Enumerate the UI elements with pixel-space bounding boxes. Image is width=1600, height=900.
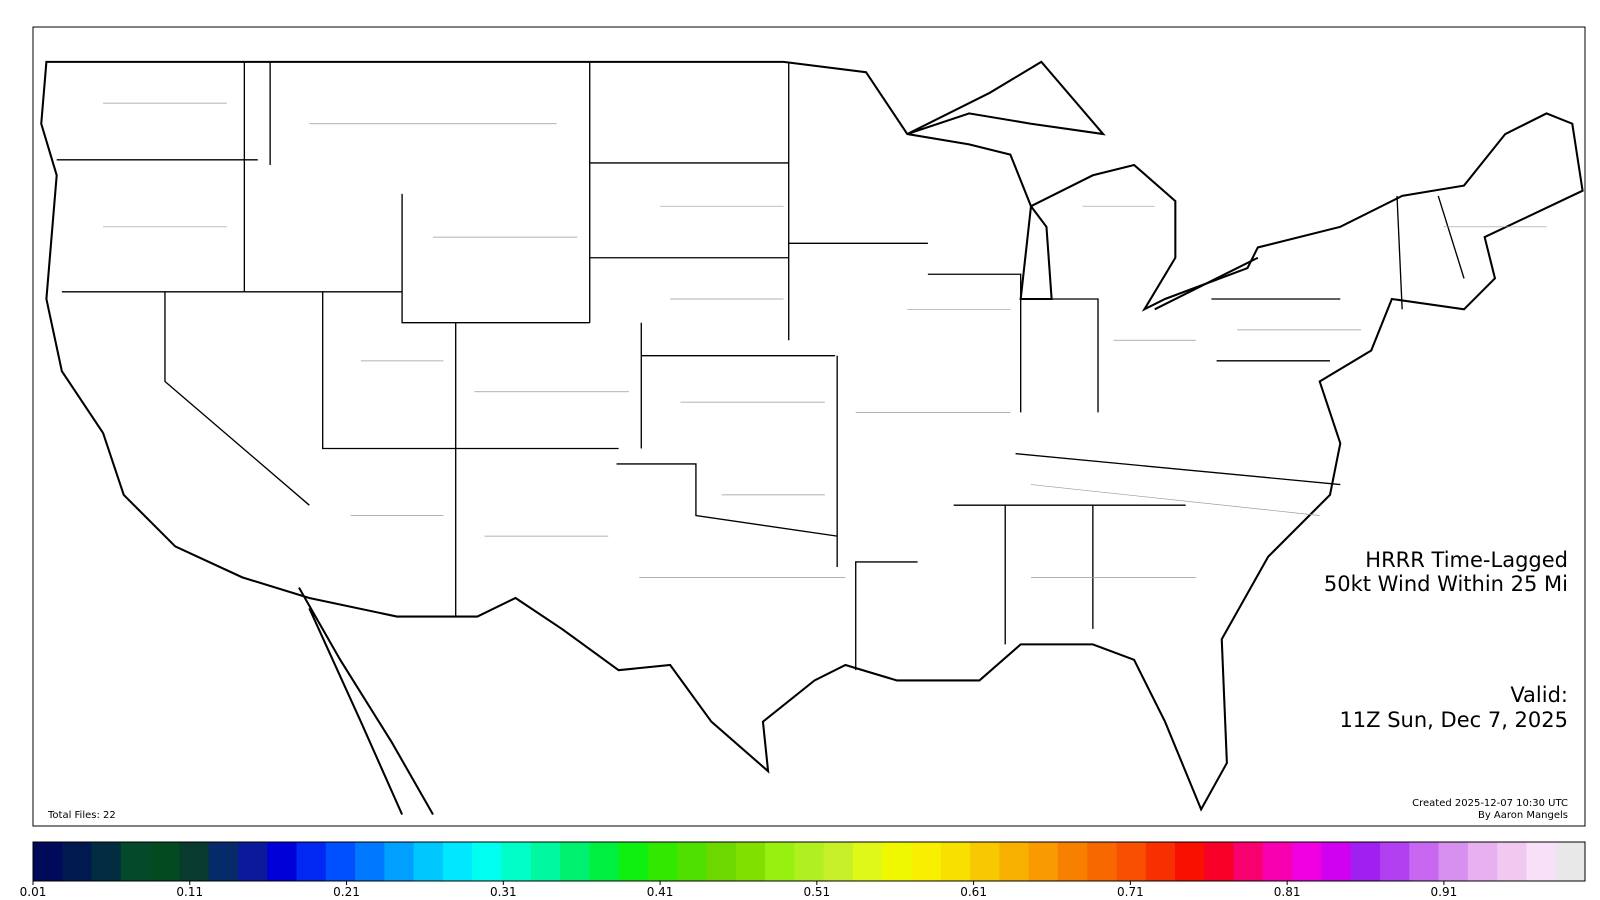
colorbar-swatch (677, 842, 708, 881)
colorbar-swatch (706, 842, 737, 881)
colorbar-swatch (208, 842, 239, 881)
colorbar-tick-label: 0.21 (333, 885, 360, 899)
colorbar-tick-label: 0.11 (176, 885, 203, 899)
colorbar: 0.01 0.11 0.21 0.31 0.41 0.51 0.61 0.71 0.81 0.91 (20, 841, 1586, 899)
colorbar-swatch (794, 842, 825, 881)
colorbar-swatch (1380, 842, 1410, 881)
colorbar-swatch (1028, 842, 1059, 881)
colorbar-tick-label: 0.31 (490, 885, 517, 899)
colorbar-swatch (442, 842, 473, 881)
colorbar-swatch (530, 842, 561, 881)
colorbar-swatch (765, 842, 795, 881)
colorbar-swatch (296, 842, 327, 881)
colorbar-swatch (1145, 842, 1176, 881)
title-line: 50kt Wind Within 25 Mi (1324, 572, 1568, 596)
basemap (40, 60, 1584, 816)
colorbar-swatch (647, 842, 678, 881)
colorbar-tick-label: 0.81 (1274, 885, 1301, 899)
colorbar-swatch (413, 842, 444, 881)
great-lakes (906, 60, 1259, 311)
credit-line: By Aaron Mangels (1478, 810, 1568, 821)
colorbar-swatch (1497, 842, 1527, 881)
colorbar-swatch (1467, 842, 1498, 881)
colorbar-swatch (999, 842, 1030, 881)
credit-line: Created 2025-12-07 10:30 UTC (1412, 798, 1568, 809)
colorbar-swatch (501, 842, 532, 881)
colorbar-swatch (1262, 842, 1293, 881)
colorbar-swatch (120, 842, 151, 881)
colorbar-swatch (940, 842, 971, 881)
colorbar-swatch (1204, 842, 1235, 881)
colorbar-swatch (384, 842, 415, 881)
valid-line: 11Z Sun, Dec 7, 2025 (1339, 708, 1568, 732)
colorbar-swatch (970, 842, 1000, 881)
colorbar-swatch (852, 842, 883, 881)
colorbar-swatch (1526, 842, 1557, 881)
mexico-outline (298, 587, 434, 816)
colorbar-swatch (1057, 842, 1088, 881)
colorbar-swatch (1233, 842, 1264, 881)
colorbar-swatch (150, 842, 180, 881)
state-lines (56, 61, 1465, 671)
map-frame (32, 26, 1586, 827)
colorbar-swatch (1116, 842, 1147, 881)
colorbar-swatch (1292, 842, 1322, 881)
colorbar-swatch (560, 842, 590, 881)
colorbar-tick-label: 0.71 (1117, 885, 1144, 899)
colorbar-swatch (325, 842, 356, 881)
colorbar-swatch (735, 842, 766, 881)
colorbar-swatch (1438, 842, 1469, 881)
colorbar-swatch (589, 842, 620, 881)
footer-left: Total Files: 22 (47, 810, 116, 821)
title-line: HRRR Time-Lagged (1365, 548, 1568, 572)
colorbar-swatch (618, 842, 649, 881)
colorbar-swatch (1321, 842, 1352, 881)
colorbar-swatch (1555, 842, 1586, 881)
colorbar-tick-label: 0.61 (960, 885, 987, 899)
colorbar-tick-label: 0.51 (803, 885, 830, 899)
country-outline (40, 60, 1584, 812)
colorbar-swatch (1409, 842, 1440, 881)
colorbar-swatch (355, 842, 385, 881)
colorbar-swatch (911, 842, 942, 881)
colorbar-tick-label: 0.41 (647, 885, 674, 899)
county-lines (103, 102, 1547, 578)
colorbar-tick-label: 0.91 (1431, 885, 1458, 899)
colorbar-swatch (237, 842, 268, 881)
colorbar-tick-label: 0.01 (20, 885, 47, 899)
colorbar-swatch (882, 842, 912, 881)
colorbar-swatch (62, 842, 93, 881)
colorbar-frame (32, 841, 1586, 882)
colorbar-swatch (1087, 842, 1117, 881)
colorbar-swatch (1350, 842, 1381, 881)
colorbar-swatch (91, 842, 122, 881)
colorbar-swatch (179, 842, 210, 881)
colorbar-swatch (823, 842, 854, 881)
colorbar-swatch (1175, 842, 1205, 881)
colorbar-swatch (267, 842, 298, 881)
colorbar-swatch (472, 842, 503, 881)
colorbar-swatch (33, 842, 63, 881)
valid-line: Valid: (1510, 683, 1568, 707)
